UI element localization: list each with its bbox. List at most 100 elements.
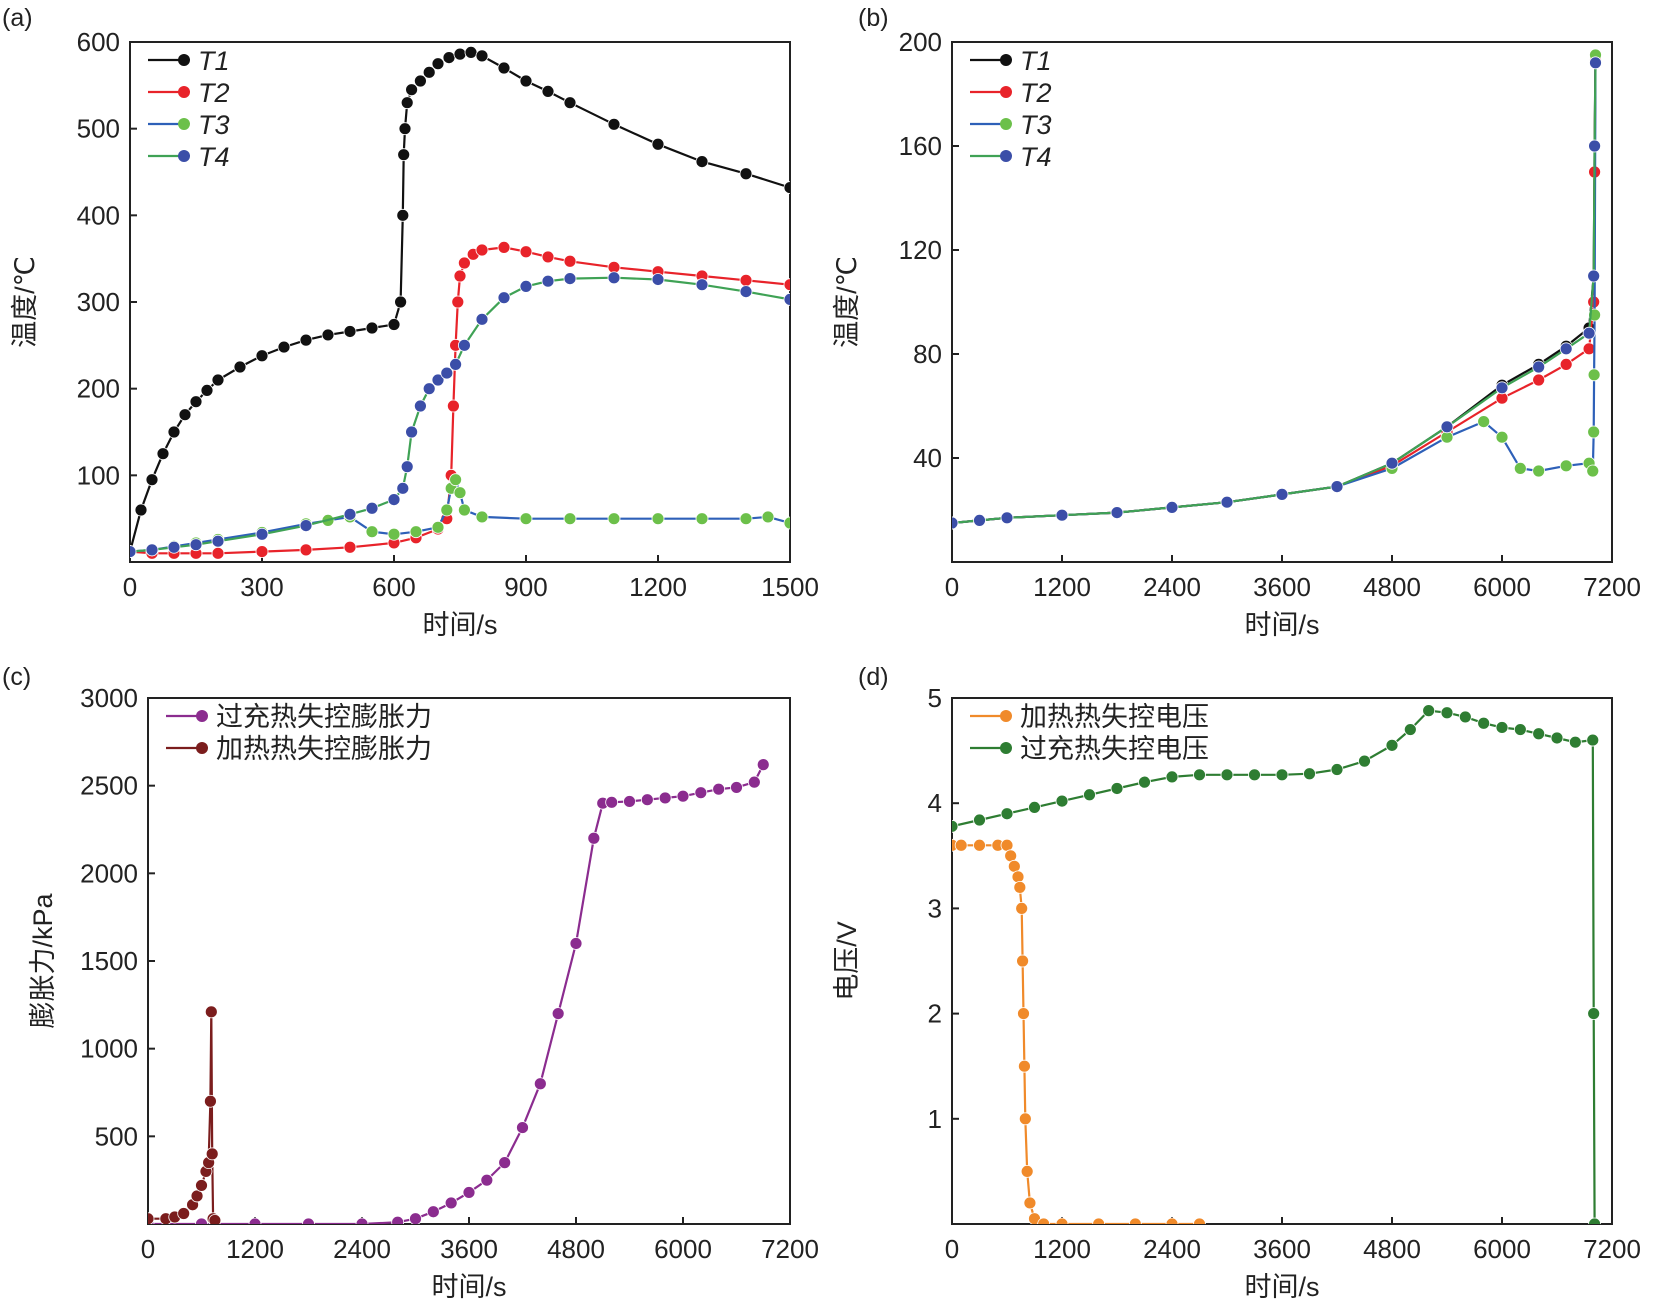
x-tick-label: 3600 (1253, 572, 1311, 602)
data-point (563, 272, 577, 286)
data-point (130, 545, 137, 558)
x-tick-label: 6000 (1473, 1234, 1531, 1264)
data-point (177, 1207, 191, 1220)
data-point (1017, 1007, 1030, 1020)
data-point (400, 460, 414, 474)
data-point (497, 240, 511, 254)
data-point (1055, 508, 1069, 522)
data-point (519, 74, 533, 88)
x-tick-label: 1200 (226, 1234, 284, 1264)
x-tick-label: 600 (372, 572, 415, 602)
panel-letter: (a) (2, 4, 33, 32)
data-point (739, 512, 753, 526)
data-point (1588, 1217, 1601, 1224)
data-point (952, 516, 959, 530)
y-tick-label: 500 (77, 114, 120, 144)
data-point (409, 1212, 422, 1224)
data-point (1220, 768, 1234, 782)
data-point (1358, 754, 1371, 768)
data-point (462, 1186, 476, 1199)
x-tick-label: 1200 (1033, 1234, 1091, 1264)
series-1 (130, 46, 790, 558)
legend-label: T1 (198, 46, 230, 76)
data-point (200, 383, 214, 397)
data-point (623, 795, 636, 808)
y-tick-label: 3 (928, 893, 942, 923)
data-point (739, 273, 753, 287)
data-point (541, 85, 555, 98)
y-tick-label: 80 (913, 339, 942, 369)
data-point (255, 527, 269, 541)
data-point (973, 813, 986, 827)
x-tick-label: 1200 (1033, 572, 1091, 602)
data-point (1587, 269, 1601, 283)
x-tick-label: 1200 (629, 572, 687, 602)
data-point (453, 47, 467, 61)
data-point (1495, 721, 1509, 734)
data-point (519, 279, 533, 293)
data-point (541, 250, 555, 264)
data-point (451, 295, 465, 309)
data-point (1128, 1217, 1142, 1224)
data-point (204, 1005, 218, 1019)
data-point (277, 340, 291, 354)
data-point (695, 155, 709, 169)
y-tick-label: 5 (928, 683, 942, 713)
data-point (1559, 342, 1573, 356)
data-point (1110, 782, 1124, 795)
y-tick-label: 2500 (80, 771, 138, 801)
x-tick-label: 3600 (1253, 1234, 1311, 1264)
data-point (464, 46, 478, 59)
data-point (541, 274, 555, 288)
series-4 (952, 56, 1602, 530)
data-point (1220, 495, 1234, 509)
data-point (405, 425, 419, 439)
y-tick-label: 2 (928, 999, 942, 1029)
x-tick-label: 2400 (333, 1234, 391, 1264)
data-point (569, 937, 583, 950)
legend-marker (178, 150, 190, 162)
x-tick-label: 3600 (440, 1234, 498, 1264)
data-point (400, 96, 414, 110)
data-point (783, 278, 790, 292)
data-point (519, 245, 533, 259)
data-point (519, 512, 533, 526)
x-tick-label: 4800 (1363, 1234, 1421, 1264)
series-4 (130, 271, 790, 558)
legend-label: T1 (1020, 46, 1052, 76)
legend-marker (178, 54, 190, 66)
data-point (457, 338, 471, 352)
data-point (1403, 723, 1417, 736)
series-line (952, 844, 1200, 1224)
data-point (551, 1007, 565, 1020)
data-point (1532, 727, 1546, 741)
data-point (1248, 768, 1261, 782)
legend-label: T3 (1020, 110, 1052, 140)
data-point (321, 328, 335, 342)
data-point (145, 473, 159, 487)
data-point (1568, 735, 1582, 749)
data-point (211, 373, 225, 387)
data-point (343, 540, 357, 554)
x-tick-label: 1500 (761, 572, 819, 602)
data-point (1532, 464, 1546, 478)
data-point (422, 382, 436, 396)
x-tick-label: 6000 (654, 1234, 712, 1264)
data-point (1110, 506, 1124, 519)
y-tick-label: 200 (899, 27, 942, 57)
x-tick-label: 7200 (761, 1234, 819, 1264)
data-point (1586, 464, 1600, 478)
data-point (587, 831, 601, 845)
data-point (394, 295, 408, 309)
panel-letter: (d) (858, 663, 889, 691)
legend-marker (178, 86, 190, 98)
y-axis-label: 电压/V (832, 921, 862, 1001)
data-point (145, 543, 159, 557)
data-point (343, 507, 357, 521)
data-point (1018, 1059, 1031, 1073)
data-point (475, 243, 489, 257)
data-point (1000, 511, 1014, 525)
data-point (449, 357, 463, 371)
y-tick-label: 3000 (80, 683, 138, 713)
